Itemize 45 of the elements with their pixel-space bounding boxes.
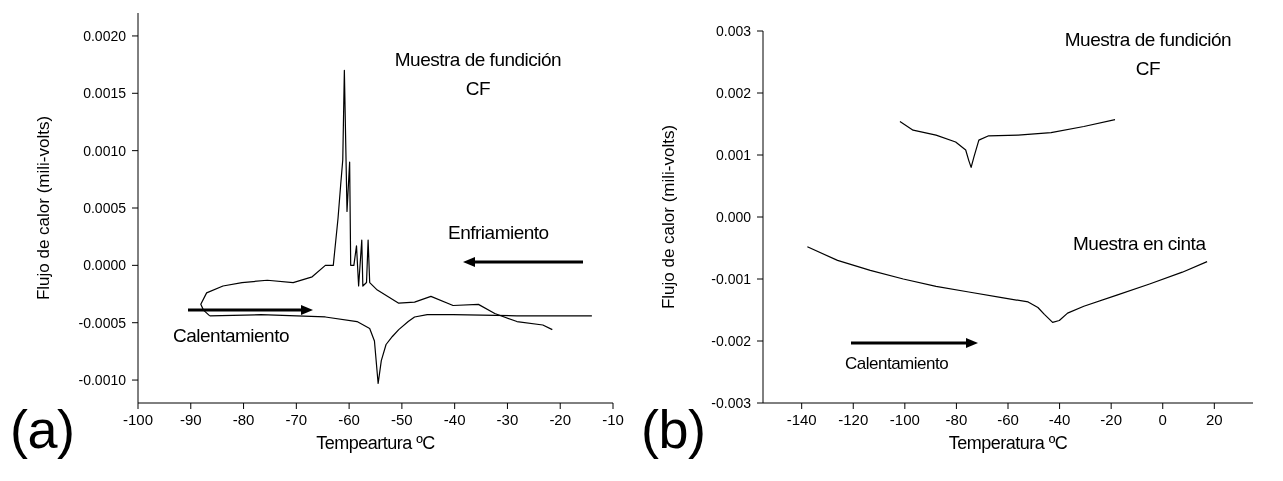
y-tick-label: 0.0010 bbox=[83, 142, 127, 159]
y-tick-label: 0.000 bbox=[715, 209, 752, 225]
x-tick-label: -20 bbox=[549, 411, 572, 428]
x-tick-label: -60 bbox=[997, 411, 1019, 428]
y-tick-label: 0.001 bbox=[715, 147, 752, 163]
x-tick-label: -100 bbox=[122, 411, 154, 428]
y-tick-label: -0.001 bbox=[711, 271, 752, 287]
annotation: Enfriamiento bbox=[448, 222, 549, 244]
x-tick-label: -60 bbox=[338, 411, 360, 428]
text: (a) bbox=[10, 399, 75, 460]
y-axis-title: Flujo de calor (mili-volts) bbox=[659, 124, 679, 310]
x-tick-label: -50 bbox=[391, 411, 413, 428]
y-axis-title: Flujo de calor (mili-volts) bbox=[34, 115, 54, 301]
y-tick-label: -0.003 bbox=[711, 395, 752, 411]
text: Muestra de fundición CF bbox=[393, 48, 563, 101]
series-label: Muestra en cinta bbox=[1073, 232, 1206, 256]
y-tick-label: 0.0005 bbox=[83, 200, 127, 216]
y-tick-label: 0.0020 bbox=[83, 27, 127, 44]
x-tick-label: -10 bbox=[602, 411, 624, 428]
y-tick-label: 0.003 bbox=[715, 23, 752, 39]
x-tick-label: -90 bbox=[179, 411, 202, 428]
y-tick-label: -0.002 bbox=[711, 333, 752, 349]
text: (b) bbox=[641, 399, 706, 460]
y-tick-label: 0.002 bbox=[715, 85, 752, 101]
x-tick-label: -80 bbox=[945, 411, 968, 428]
y-tick-label: 0.0015 bbox=[83, 85, 127, 102]
y-tick-label: -0.0005 bbox=[78, 314, 127, 331]
x-tick-label: -100 bbox=[889, 411, 920, 428]
x-tick-label: 20 bbox=[1205, 411, 1223, 428]
x-axis-title: Tempeartura ºC bbox=[315, 433, 436, 455]
annotation: Calentamiento bbox=[173, 325, 290, 347]
y-tick-label: -0.0010 bbox=[78, 372, 127, 389]
x-tick-label: -140 bbox=[786, 411, 817, 428]
text: Muestra de fundición CF bbox=[1063, 28, 1233, 81]
x-tick-label: -70 bbox=[285, 411, 308, 428]
x-tick-label: -120 bbox=[838, 411, 869, 428]
x-tick-label: -30 bbox=[496, 411, 519, 428]
x-tick-label: -40 bbox=[443, 411, 466, 428]
y-tick-label: 0.0000 bbox=[83, 257, 127, 274]
x-tick-label: 0 bbox=[1158, 411, 1167, 428]
x-axis-title: Temperatura ºC bbox=[947, 433, 1069, 455]
x-tick-label: -20 bbox=[1100, 411, 1122, 428]
annotation: Calentamiento bbox=[845, 354, 949, 374]
x-tick-label: -40 bbox=[1048, 411, 1071, 428]
x-tick-label: -80 bbox=[232, 411, 255, 428]
